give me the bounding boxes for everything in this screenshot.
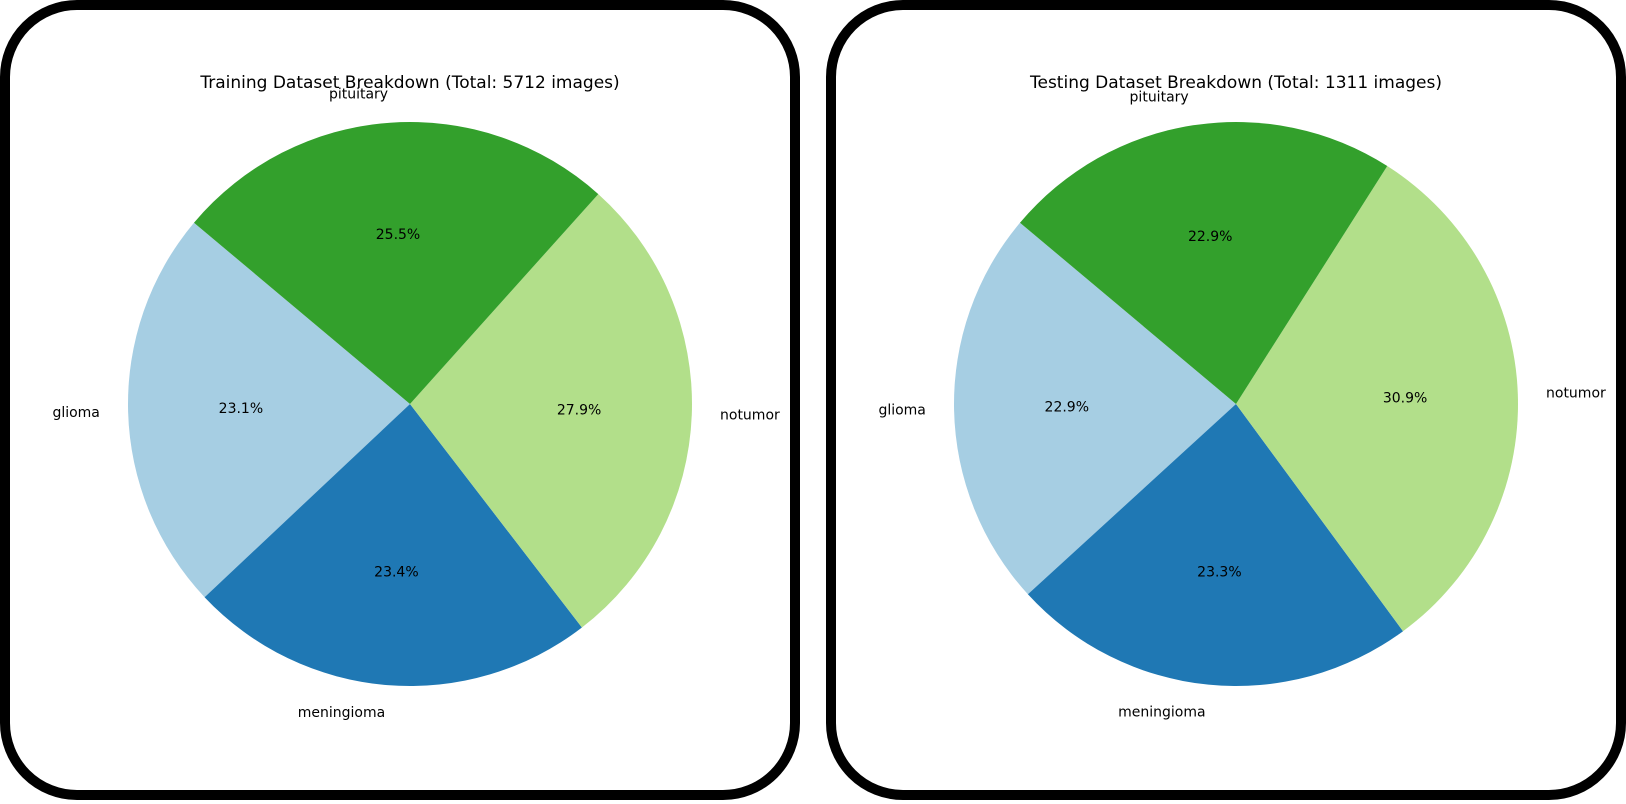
pie-slice-glioma [128, 222, 411, 598]
pie-slices [954, 122, 1518, 686]
pie-percent-label: 25.5% [376, 227, 420, 243]
pie-slice-pituitary [193, 122, 599, 405]
pie-category-label: pituitary [329, 87, 388, 103]
pie-slice-pituitary [1019, 122, 1388, 404]
pie-percent-label: 22.9% [1188, 229, 1232, 245]
pie-category-label: glioma [878, 403, 925, 419]
testing-pie-svg: Testing Dataset Breakdown (Total: 1311 i… [826, 0, 1626, 800]
training-pie-chart: Training Dataset Breakdown (Total: 5712 … [0, 0, 800, 800]
training-pie-svg: Training Dataset Breakdown (Total: 5712 … [0, 0, 800, 800]
pie-percent-label: 27.9% [557, 402, 601, 418]
pie-percent-label: 23.4% [374, 565, 418, 581]
pie-percent-label: 22.9% [1045, 400, 1089, 416]
pie-labels: 22.9% glioma 23.3% meningioma 30.9% notumor 22… [878, 89, 1606, 720]
pie-category-label: meningioma [1118, 705, 1205, 721]
pie-category-label: glioma [52, 405, 99, 421]
pie-category-label: meningioma [298, 705, 385, 721]
pie-labels: 23.1% glioma 23.4% meningioma 27.9% notumor 25… [52, 87, 780, 722]
pie-percent-label: 23.3% [1197, 564, 1241, 580]
pie-percent-label: 23.1% [219, 401, 263, 417]
testing-pie-chart: Testing Dataset Breakdown (Total: 1311 i… [826, 0, 1626, 800]
pie-category-label: notumor [720, 408, 780, 424]
pie-slice-notumor [410, 194, 692, 628]
pie-category-label: notumor [1546, 386, 1606, 402]
pie-slice-meningioma [204, 404, 582, 686]
pie-category-label: pituitary [1130, 89, 1189, 105]
pie-slice-notumor [1236, 166, 1518, 632]
pie-slice-meningioma [1027, 404, 1404, 686]
pie-slices [128, 122, 692, 686]
chart-title: Testing Dataset Breakdown (Total: 1311 i… [1029, 73, 1442, 93]
pie-slice-glioma [954, 222, 1236, 595]
chart-title: Training Dataset Breakdown (Total: 5712 … [199, 73, 619, 93]
pie-percent-label: 30.9% [1383, 390, 1427, 406]
